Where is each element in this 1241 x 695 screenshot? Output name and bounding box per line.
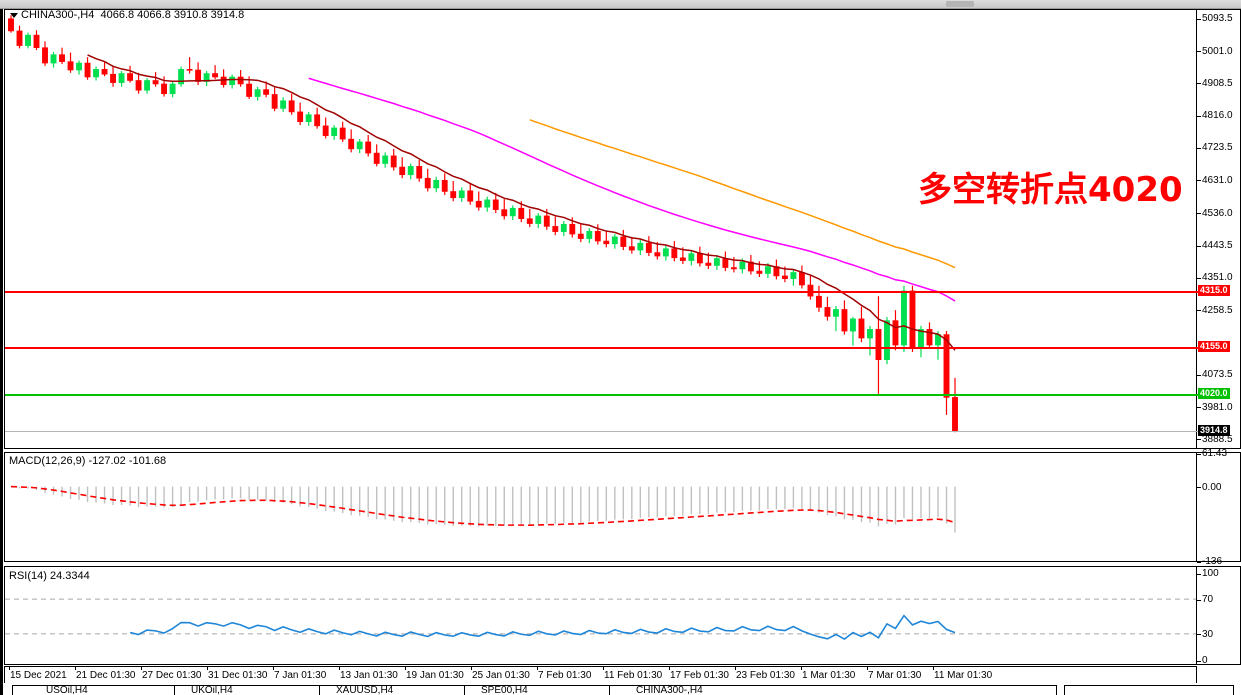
chart-tab[interactable]: XAUUSD,H4 [336,685,394,695]
time-axis[interactable]: 15 Dec 2021 21 Dec 01:30 27 Dec 01:30 31 De… [4,666,1197,683]
time-axis-label: 25 Jan 01:30 [471,666,530,681]
chart-tab[interactable]: USOil,H4 [46,685,88,695]
price-level-chip[interactable]: 4155.0 [1198,341,1230,353]
chart-tab[interactable]: UKOil,H4 [191,685,233,695]
price-pane-header: CHINA300-,H4 4066.8 4066.8 3910.8 3914.8 [10,9,244,21]
time-axis-label: 21 Dec 01:30 [75,666,136,681]
price-level-chip[interactable]: 3914.8 [1198,425,1230,437]
time-axis-label: 23 Feb 01:30 [735,666,795,681]
price-tick-label: 3981.0 [1197,402,1233,414]
rsi-tick-label: 100 [1197,569,1219,580]
price-level-line[interactable] [5,346,1198,349]
price-level-line[interactable] [5,393,1198,396]
price-tick-label: 4908.5 [1197,78,1233,90]
tab-overflow-group[interactable] [1064,685,1234,695]
rsi-tick-label: 30 [1197,629,1213,641]
time-axis-label: 19 Jan 01:30 [405,666,464,681]
price-level-chip[interactable]: 4315.0 [1198,285,1230,297]
tab-separator [174,685,175,695]
time-axis-label: 7 Feb 01:30 [537,666,591,681]
price-chart-pane[interactable]: CHINA300-,H4 4066.8 4066.8 3910.8 3914.8 [4,9,1198,449]
rsi-tick-label: 0 [1197,656,1208,667]
rsi-axis-scale[interactable]: 100 70 30 0 [1197,566,1241,667]
tab-separator [319,685,320,695]
rsi-header-label: RSI(14) 24.3344 [9,570,90,582]
time-axis-label: 31 Dec 01:30 [207,666,268,681]
price-chart-canvas[interactable] [5,10,1196,448]
macd-tick-label: 0.00 [1197,482,1221,494]
macd-tick-label: -136 [1197,557,1222,568]
rsi-canvas[interactable] [5,567,1196,664]
price-tick-label: 4351.0 [1197,273,1233,284]
price-tick-label: 4631.0 [1197,175,1233,187]
window-grip[interactable] [946,1,974,7]
rsi-pane[interactable]: RSI(14) 24.3344 [4,566,1197,665]
time-axis-label: 15 Dec 2021 [9,666,67,681]
time-axis-label: 13 Jan 01:30 [339,666,398,681]
chart-tab[interactable]: CHINA300-,H4 [636,685,703,695]
macd-pane[interactable]: MACD(12,26,9) -127.02 -101.68 [4,452,1197,562]
rsi-svg [5,598,1196,641]
price-level-line[interactable] [5,430,1198,432]
price-tick-label: 4816.0 [1197,111,1233,122]
price-axis-scale[interactable]: 5093.5 5001.0 4908.5 4816.0 4723.5 4631.0 4536… [1197,9,1241,449]
macd-canvas[interactable] [5,453,1196,561]
macd-svg [10,485,956,533]
ohlc-values: 4066.8 4066.8 3910.8 3914.8 [100,9,245,21]
tab-separator [464,685,465,695]
price-tick-label: 5001.0 [1197,46,1233,58]
window-titlebar [0,0,1241,9]
collapse-caret-icon[interactable] [10,12,18,18]
symbol-label: CHINA300-,H4 [21,9,95,21]
price-tick-label: 3888.5 [1197,434,1233,446]
macd-axis-scale[interactable]: 61.43 0.00 -136 [1197,449,1241,567]
price-tick-label: 4536.0 [1197,208,1233,220]
chart-tab[interactable]: SPE00,H4 [481,685,528,695]
price-tick-label: 4723.5 [1197,143,1233,154]
rsi-tick-label: 70 [1197,595,1213,606]
macd-header-label: MACD(12,26,9) -127.02 -101.68 [9,455,167,467]
price-candles-svg [8,15,958,433]
chart-tab-strip[interactable]: USOil,H4 UKOil,H4 XAUUSD,H4 SPE00,H4 CHINA30… [4,684,1241,695]
price-level-chip[interactable]: 4020.0 [1198,388,1230,400]
price-tick-label: 4073.5 [1197,370,1233,381]
tab-separator [609,685,610,695]
price-tick-label: 4443.5 [1197,241,1233,252]
time-axis-label: 17 Feb 01:30 [669,666,729,681]
price-tick-label: 4258.5 [1197,305,1233,317]
time-axis-label: 11 Feb 01:30 [603,666,662,681]
price-annotation-text: 多空转折点4020 [918,170,1183,210]
macd-tick-label: 61.43 [1197,449,1227,460]
time-axis-label: 27 Dec 01:30 [141,666,202,681]
time-axis-label: 7 Mar 01:30 [867,666,921,681]
time-axis-label: 1 Mar 01:30 [801,666,855,681]
time-axis-label: 7 Jan 01:30 [273,666,326,681]
price-tick-label: 5093.5 [1197,14,1233,25]
price-level-line[interactable] [5,290,1198,293]
time-axis-label: 11 Mar 01:30 [933,666,992,681]
active-tab-group[interactable] [12,685,1057,695]
